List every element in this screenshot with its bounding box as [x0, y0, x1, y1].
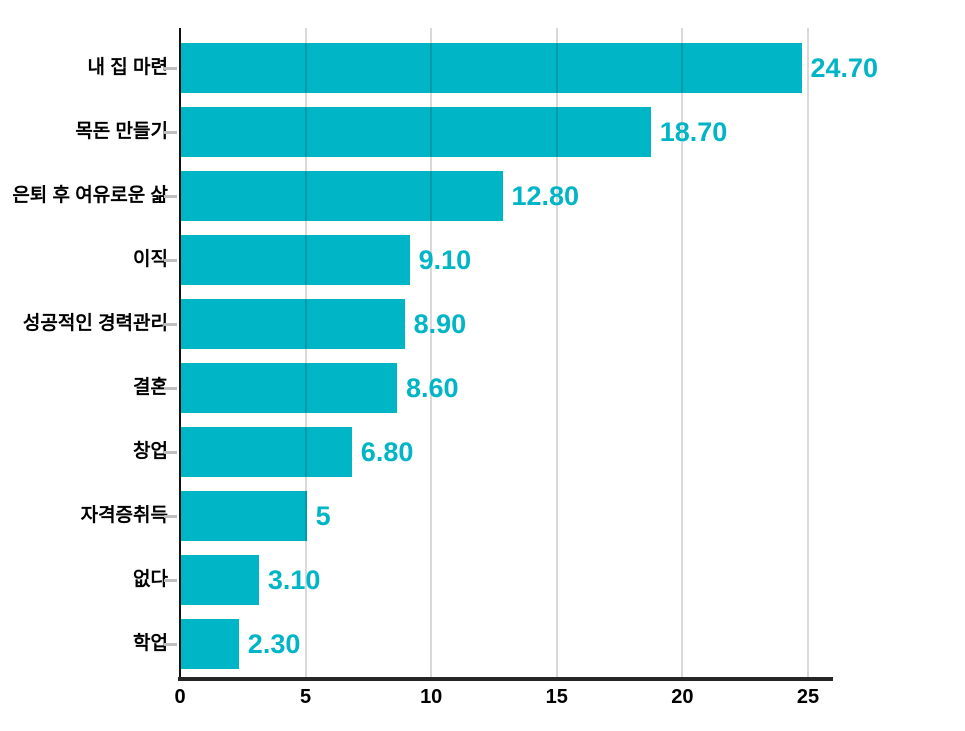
x-axis-line: [178, 677, 833, 681]
bar: [181, 491, 307, 541]
value-label: 12.80: [511, 181, 580, 211]
x-tick-label: 15: [545, 686, 568, 708]
category-label: 이직: [133, 249, 168, 270]
value-label: 3.10: [267, 565, 321, 595]
category-label: 내 집 마련: [87, 57, 168, 78]
bar: [181, 43, 802, 93]
y-tick-mark: [164, 259, 177, 262]
y-tick-mark: [164, 67, 177, 70]
category-label: 없다: [133, 569, 168, 590]
x-tick-label: 5: [300, 686, 312, 708]
x-tick-label: 0: [174, 686, 186, 708]
bar: [181, 619, 239, 669]
y-axis-line: [179, 28, 181, 678]
gridline: [681, 28, 684, 678]
value-label: 2.30: [247, 629, 301, 659]
y-tick-mark: [164, 323, 177, 326]
bar: [181, 299, 405, 349]
y-tick-mark: [164, 131, 177, 134]
value-label: 9.10: [418, 245, 472, 275]
value-label: 8.90: [413, 309, 467, 339]
category-label: 창업: [133, 441, 168, 462]
y-tick-mark: [164, 515, 177, 518]
bar: [181, 363, 397, 413]
category-label: 목돈 만들기: [75, 121, 168, 142]
gridline: [304, 28, 307, 678]
y-tick-mark: [164, 195, 177, 198]
value-label: 5: [315, 501, 331, 531]
value-label: 8.60: [406, 373, 459, 403]
gridline: [430, 28, 433, 678]
gridline: [555, 28, 558, 678]
value-label: 6.80: [360, 437, 414, 467]
category-label: 결혼: [133, 377, 168, 398]
value-label: 24.70: [810, 53, 879, 83]
category-label: 성공적인 경력관리: [22, 313, 168, 334]
bar: [181, 107, 651, 157]
category-label: 자격증취득: [80, 505, 168, 526]
y-tick-mark: [164, 451, 177, 454]
bar: [181, 235, 410, 285]
y-tick-mark: [164, 579, 177, 582]
y-tick-mark: [164, 387, 177, 390]
bar: [181, 555, 259, 605]
y-tick-mark: [164, 643, 177, 646]
value-label: 18.70: [659, 117, 728, 147]
bar: [181, 171, 503, 221]
bar: [181, 427, 352, 477]
category-label: 은퇴 후 여유로운 삶: [12, 185, 168, 206]
x-tick-label: 20: [671, 686, 694, 708]
category-label: 학업: [133, 633, 168, 654]
x-tick-label: 25: [796, 686, 820, 708]
gridline: [807, 28, 809, 678]
x-tick-label: 10: [420, 686, 443, 708]
